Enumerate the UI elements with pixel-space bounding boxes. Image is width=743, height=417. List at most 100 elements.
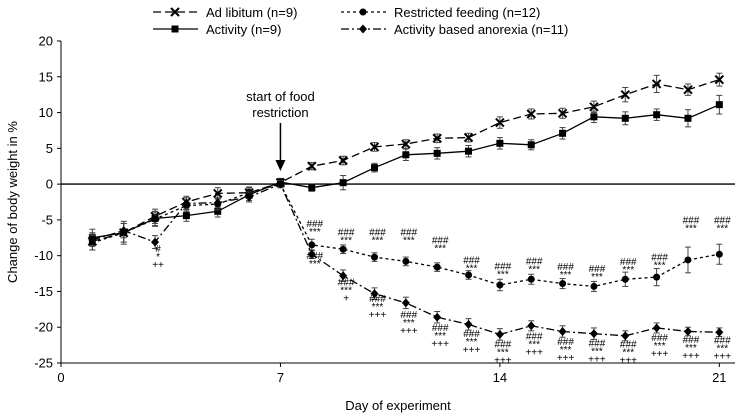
data-point [465,271,473,279]
data-point [182,198,191,208]
data-point [557,108,568,118]
significance-group: ###***+++ [682,335,700,362]
y-tick-label: 0 [46,177,53,192]
y-tick-label: 20 [39,34,53,49]
data-point [276,179,285,189]
significance-symbol: *** [685,223,697,234]
data-point [433,263,441,271]
data-point [402,257,410,265]
legend-label: Activity based anorexia (n=11) [394,22,568,37]
significance-group: ###*** [683,215,700,234]
significance-symbol: *** [309,227,321,238]
data-point [370,289,379,299]
significance-symbol: ### [338,278,355,289]
significance-symbol: * [156,252,160,263]
significance-symbol: +++ [651,349,669,360]
significance-group: ###*** [463,256,480,275]
series-1 [87,72,725,251]
x-axis-label: Day of experiment [345,398,451,413]
data-point [213,188,223,199]
data-point [651,79,662,89]
data-point [589,329,598,339]
significance-group: ###*** [557,262,574,281]
significance-symbol: *** [654,341,666,352]
significance-symbol: *** [340,236,352,247]
significance-symbol: ### [651,333,668,344]
data-point [495,329,504,339]
significance-symbol: ### [400,228,417,239]
significance-symbol: *** [591,272,603,283]
annotation-arrow-head [275,160,286,171]
data-point [620,89,630,100]
data-point [370,253,378,261]
significance-group: ###***+++ [494,339,512,366]
data-point [464,319,473,329]
significance-symbol: +++ [525,347,543,358]
data-point [684,256,692,264]
data-point [652,323,661,333]
significance-group: ###*** [495,261,512,280]
significance-symbol: + [343,294,349,305]
series-4 [88,179,724,342]
significance-symbol: +++ [494,355,512,366]
data-point [683,84,693,95]
data-point [182,212,190,220]
y-tick-label: 15 [39,69,53,84]
significance-symbol: ### [338,228,355,239]
annotation-line-2: restriction [252,105,308,120]
significance-group: ###*** [620,257,637,276]
y-axis-label: Change of body weight in % [5,121,20,283]
significance-symbol: *** [309,259,321,270]
data-point [715,327,724,337]
data-point [401,298,410,308]
significance-group: ###*** [306,251,323,270]
significance-symbol: ### [589,339,606,350]
significance-group: ###*** [651,253,668,272]
significance-marks: #*++###***###***###***###***+###***###**… [152,215,731,366]
significance-symbol: ### [557,262,574,273]
data-point [214,207,222,215]
significance-symbol: ### [400,310,417,321]
data-point [495,117,505,128]
data-point [308,241,316,249]
y-tick-label: -5 [41,212,53,227]
y-tick-label: -25 [34,356,53,371]
data-point [715,101,723,109]
data-point [559,129,567,137]
significance-group: ###*** [714,215,731,234]
data-point [714,74,725,85]
legend-item: Activity based anorexia (n=11) [341,22,568,37]
axes: 20 15 10 5 0 -5 -10 -15 -20 -25 0 7 14 21 Day of exper… [5,34,735,413]
significance-symbol: ### [683,335,700,346]
legend-item: Ad libitum (n=9) [153,5,297,20]
significance-symbol: ### [651,253,668,264]
significance-group: ###*** [306,219,323,238]
significance-symbol: *** [372,236,384,247]
significance-symbol: +++ [620,355,638,366]
annotation-line-1: start of food [246,89,315,104]
significance-symbol: *** [560,345,572,356]
significance-group: ###***+++ [431,323,449,350]
data-point [653,111,661,119]
significance-symbol: ### [432,323,449,334]
data-point [402,151,410,159]
data-point [245,192,254,202]
data-point [590,113,598,121]
data-point [433,312,442,322]
data-point [308,184,316,192]
y-tick-label: 5 [46,141,53,156]
legend-label: Restricted feeding (n=12) [394,5,540,20]
plot-area [87,72,725,342]
data-point [369,142,380,152]
significance-group: ###*** [589,264,606,283]
legend-marker [359,24,367,34]
data-point [463,132,474,143]
x-tick-label: 7 [277,370,284,385]
significance-symbol: *** [622,265,634,276]
significance-symbol: ### [526,256,543,267]
significance-symbol: +++ [588,355,606,366]
legend-item: Restricted feeding (n=12) [341,5,540,20]
significance-symbol: +++ [463,345,481,356]
significance-symbol: +++ [557,353,575,364]
significance-symbol: +++ [431,339,449,350]
